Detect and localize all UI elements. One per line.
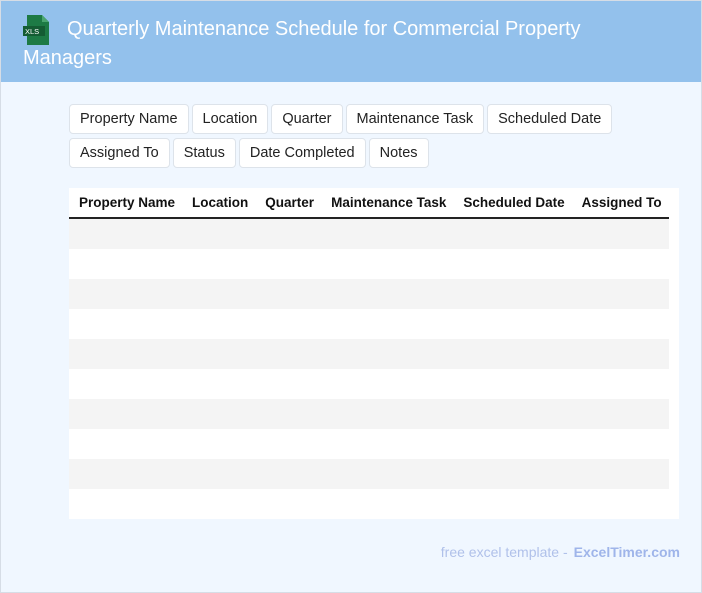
table-cell[interactable]	[571, 429, 669, 459]
table-cell[interactable]	[571, 218, 669, 249]
column-header[interactable]: Maintenance Task	[321, 188, 454, 219]
field-chip[interactable]: Status	[172, 138, 236, 168]
table-row	[69, 399, 669, 429]
table-cell[interactable]	[255, 309, 322, 339]
table-cell[interactable]	[453, 339, 572, 369]
table-cell[interactable]	[69, 339, 183, 369]
table-cell[interactable]	[321, 218, 454, 249]
table-cell[interactable]	[255, 279, 322, 309]
field-chip-list: Property Name Location Quarter Maintenance …	[69, 104, 649, 168]
table-cell[interactable]	[453, 218, 572, 249]
table-cell[interactable]	[453, 489, 572, 519]
table-header-row: Property Name Location Quarter Maintenance …	[69, 188, 669, 219]
field-chip[interactable]: Notes	[368, 138, 429, 168]
table-cell[interactable]	[571, 249, 669, 279]
table-cell[interactable]	[69, 218, 183, 249]
table-row	[69, 279, 669, 309]
table-cell[interactable]	[321, 339, 454, 369]
table-cell[interactable]	[69, 459, 183, 489]
column-header[interactable]: Scheduled Date	[453, 188, 572, 219]
table-cell[interactable]	[182, 279, 256, 309]
table-cell[interactable]	[571, 489, 669, 519]
table-cell[interactable]	[321, 309, 454, 339]
table-cell[interactable]	[321, 429, 454, 459]
column-header[interactable]: Assigned To	[571, 188, 669, 219]
table-cell[interactable]	[453, 249, 572, 279]
table-cell[interactable]	[453, 309, 572, 339]
column-header[interactable]: Location	[182, 188, 256, 219]
field-chip[interactable]: Property Name	[69, 104, 189, 134]
table-row	[69, 369, 669, 399]
table-cell[interactable]	[571, 399, 669, 429]
table-cell[interactable]	[453, 399, 572, 429]
table-cell[interactable]	[321, 369, 454, 399]
table-row	[69, 218, 669, 249]
table-cell[interactable]	[453, 279, 572, 309]
table-row	[69, 429, 669, 459]
table-cell[interactable]	[182, 369, 256, 399]
table-cell[interactable]	[453, 369, 572, 399]
table-row	[69, 489, 669, 519]
table-cell[interactable]	[571, 459, 669, 489]
svg-text:XLS: XLS	[25, 27, 39, 36]
table-cell[interactable]	[182, 249, 256, 279]
table-cell[interactable]	[321, 399, 454, 429]
table-row	[69, 309, 669, 339]
table-cell[interactable]	[321, 489, 454, 519]
page-header: XLS Quarterly Maintenance Schedule for C…	[1, 1, 701, 82]
table-cell[interactable]	[453, 459, 572, 489]
table-cell[interactable]	[182, 459, 256, 489]
schedule-table[interactable]: Property Name Location Quarter Maintenance …	[69, 188, 679, 519]
table-row	[69, 249, 669, 279]
table-cell[interactable]	[182, 429, 256, 459]
table-cell[interactable]	[571, 309, 669, 339]
table-cell[interactable]	[255, 399, 322, 429]
table-cell[interactable]	[453, 429, 572, 459]
field-chip[interactable]: Assigned To	[69, 138, 170, 168]
field-chip[interactable]: Maintenance Task	[345, 104, 485, 134]
table-cell[interactable]	[69, 399, 183, 429]
table-cell[interactable]	[69, 369, 183, 399]
table-cell[interactable]	[255, 489, 322, 519]
table-cell[interactable]	[571, 369, 669, 399]
table-cell[interactable]	[182, 399, 256, 429]
table-cell[interactable]	[321, 279, 454, 309]
table-cell[interactable]	[69, 429, 183, 459]
table-cell[interactable]	[321, 459, 454, 489]
column-header[interactable]: Quarter	[255, 188, 322, 219]
table-cell[interactable]	[255, 249, 322, 279]
table-cell[interactable]	[182, 489, 256, 519]
field-chip[interactable]: Location	[191, 104, 269, 134]
table-row	[69, 459, 669, 489]
table-row	[69, 339, 669, 369]
column-header[interactable]: Property Name	[69, 188, 183, 219]
field-chip[interactable]: Quarter	[271, 104, 343, 134]
table-cell[interactable]	[69, 279, 183, 309]
footer-credit: free excel template - ExcelTimer.com	[441, 544, 680, 560]
table-cell[interactable]	[255, 339, 322, 369]
table-cell[interactable]	[182, 339, 256, 369]
table-cell[interactable]	[571, 339, 669, 369]
page-title: Quarterly Maintenance Schedule for Comme…	[23, 18, 581, 69]
table-cell[interactable]	[571, 279, 669, 309]
table-cell[interactable]	[255, 429, 322, 459]
footer-brand-link[interactable]: ExcelTimer.com	[573, 544, 680, 560]
table-cell[interactable]	[255, 459, 322, 489]
table-cell[interactable]	[321, 249, 454, 279]
xls-file-icon: XLS	[23, 15, 49, 45]
table-cell[interactable]	[182, 309, 256, 339]
table-cell[interactable]	[69, 489, 183, 519]
table-cell[interactable]	[69, 249, 183, 279]
field-chip[interactable]: Date Completed	[238, 138, 366, 168]
table-cell[interactable]	[69, 309, 183, 339]
table-cell[interactable]	[255, 369, 322, 399]
table-cell[interactable]	[182, 218, 256, 249]
field-chip[interactable]: Scheduled Date	[487, 104, 613, 134]
table-cell[interactable]	[255, 218, 322, 249]
footer-text: free excel template -	[440, 544, 568, 560]
